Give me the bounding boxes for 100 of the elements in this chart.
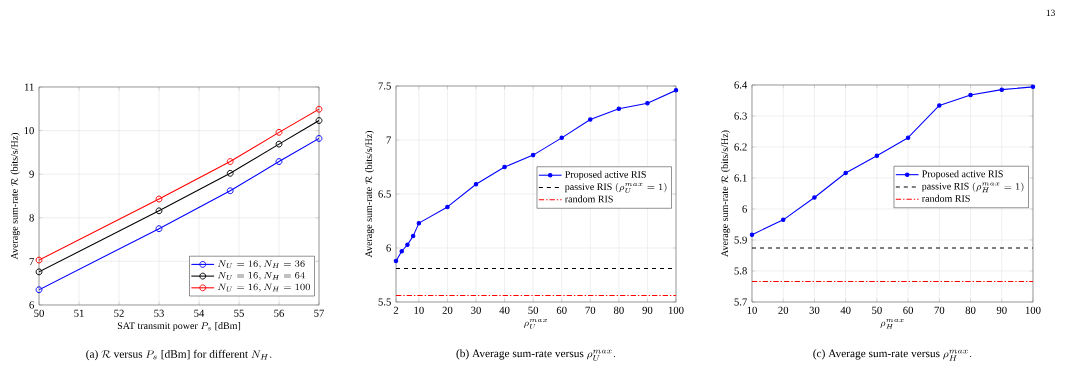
x-axis-title: $\rho_H^{max}$ bbox=[880, 318, 904, 329]
point bbox=[399, 248, 404, 254]
x-tick-label: 50 bbox=[34, 309, 44, 317]
y-tick-label: 7.5 bbox=[378, 82, 391, 90]
point bbox=[1030, 84, 1036, 90]
legend-label: $\text{random RIS}$ bbox=[565, 195, 613, 203]
x-tick-label: 40 bbox=[499, 306, 510, 314]
x-tick-label: 40 bbox=[840, 306, 851, 314]
point bbox=[226, 158, 234, 165]
x-tick-label: 20 bbox=[778, 306, 789, 314]
x-tick-label: 52 bbox=[114, 309, 124, 317]
x-tick-label: 80 bbox=[613, 306, 624, 314]
x-tick-label: 80 bbox=[965, 306, 976, 314]
x-axis-title: $\rho_U^{max}$ bbox=[524, 318, 548, 329]
y-tick-label: 5.5 bbox=[378, 298, 391, 306]
point bbox=[315, 117, 323, 124]
point bbox=[905, 135, 911, 140]
point bbox=[673, 88, 679, 93]
y-tick-label: 7 bbox=[386, 136, 391, 144]
y-axis-title: $\text{Average sum-rate } \mathcal{R} \text{ (bits/s/Hz)}$ bbox=[365, 130, 375, 258]
y-tick-label: 9 bbox=[29, 170, 34, 178]
y-axis-title: $\text{Average sum-rate } \mathcal{R} \text{ (bits/s/Hz)}$ bbox=[721, 130, 731, 257]
point bbox=[749, 232, 755, 237]
x-tick-label: 70 bbox=[934, 306, 945, 314]
point bbox=[275, 128, 283, 136]
y-tick-label: 8 bbox=[29, 214, 34, 222]
y-tick-label: 5.9 bbox=[734, 236, 747, 244]
x-tick-label: 20 bbox=[442, 306, 453, 314]
legend-label: $\text{passive RIS } (\rho_H^{max} = 1)$ bbox=[921, 182, 1024, 193]
point bbox=[275, 140, 283, 148]
point bbox=[588, 117, 593, 122]
text: 13 bbox=[1046, 9, 1055, 16]
point bbox=[559, 135, 564, 141]
x-tick-label: 56 bbox=[274, 309, 285, 317]
legend-label: $N_U = 16, N_H = 100$ bbox=[217, 283, 311, 292]
x-tick-label: 55 bbox=[234, 309, 244, 317]
text: $\text{(b) Average sum-rate versus } \rho_U^{max}.$ bbox=[456, 349, 616, 361]
text: $\text{(c) Average sum-rate versus } \rho_H^{max}.$ bbox=[813, 349, 972, 361]
point bbox=[937, 103, 942, 108]
point bbox=[155, 207, 163, 215]
point bbox=[530, 152, 536, 158]
point bbox=[410, 233, 416, 239]
point bbox=[645, 101, 650, 106]
point bbox=[502, 164, 507, 170]
y-tick-label: 6 bbox=[742, 205, 747, 213]
point bbox=[473, 182, 479, 187]
x-tick-label: 10 bbox=[747, 306, 757, 314]
point bbox=[616, 106, 622, 111]
legend-label: $\text{Proposed active RIS}$ bbox=[922, 170, 1003, 180]
point bbox=[843, 170, 848, 176]
point bbox=[968, 92, 973, 98]
legend-label: $\text{random RIS}$ bbox=[921, 194, 970, 202]
x-tick-label: 90 bbox=[996, 306, 1007, 314]
x-tick-label: 100 bbox=[1025, 306, 1041, 314]
y-tick-label: 6.4 bbox=[734, 81, 748, 89]
x-tick-label: 50 bbox=[528, 306, 539, 314]
x-tick-label: 2 bbox=[393, 306, 399, 314]
point bbox=[416, 220, 422, 226]
point bbox=[275, 158, 283, 165]
point bbox=[393, 258, 399, 264]
x-tick-label: 50 bbox=[872, 306, 882, 314]
x-tick-label: 100 bbox=[668, 306, 684, 314]
point bbox=[999, 87, 1005, 92]
x-axis-title: $\text{SAT transmit power } P_s \text{ [dBm]}$ bbox=[117, 322, 241, 332]
x-tick-label: 60 bbox=[903, 306, 914, 314]
point bbox=[155, 225, 163, 233]
x-tick-label: 90 bbox=[642, 306, 653, 314]
point bbox=[226, 169, 234, 177]
y-tick-label: 11 bbox=[24, 83, 34, 91]
y-tick-label: 7 bbox=[29, 257, 34, 265]
y-tick-label: 6.1 bbox=[734, 174, 747, 182]
point bbox=[780, 217, 786, 223]
point bbox=[445, 204, 450, 210]
legend-label: $\text{passive RIS } (\rho_U^{max} = 1)$ bbox=[564, 183, 667, 193]
point bbox=[315, 105, 323, 113]
x-tick-label: 30 bbox=[471, 306, 481, 314]
legend-label: $N_U = 16, N_H = 64$ bbox=[217, 271, 305, 281]
x-tick-label: 57 bbox=[314, 309, 325, 317]
point bbox=[405, 242, 410, 248]
x-tick-label: 30 bbox=[809, 306, 820, 314]
y-tick-label: 5.8 bbox=[734, 267, 747, 275]
y-tick-label: 6.2 bbox=[734, 143, 747, 151]
x-tick-label: 53 bbox=[154, 309, 164, 317]
point bbox=[226, 187, 234, 195]
point bbox=[874, 153, 880, 158]
x-tick-label: 51 bbox=[74, 309, 84, 317]
text: $\text{(a) } \mathcal{R} \text{ versus } P_s \text{ [dBm] for different } N_H.$ bbox=[86, 349, 272, 361]
y-tick-label: 6.3 bbox=[734, 112, 747, 120]
y-tick-label: 6.5 bbox=[378, 190, 391, 198]
y-tick-label: 6 bbox=[386, 244, 391, 252]
point bbox=[315, 135, 323, 142]
x-tick-label: 60 bbox=[556, 306, 567, 314]
x-tick-label: 10 bbox=[414, 306, 424, 314]
x-tick-label: 70 bbox=[585, 306, 596, 314]
y-axis-title: $\text{Average sum-rate } \mathcal{R} \text{ (bits/s/Hz)}$ bbox=[10, 132, 20, 260]
y-tick-label: 6 bbox=[29, 301, 34, 309]
point bbox=[812, 195, 817, 200]
legend-label: $\text{Proposed active RIS}$ bbox=[565, 170, 646, 180]
y-tick-label: 10 bbox=[24, 127, 34, 135]
point bbox=[155, 195, 163, 203]
